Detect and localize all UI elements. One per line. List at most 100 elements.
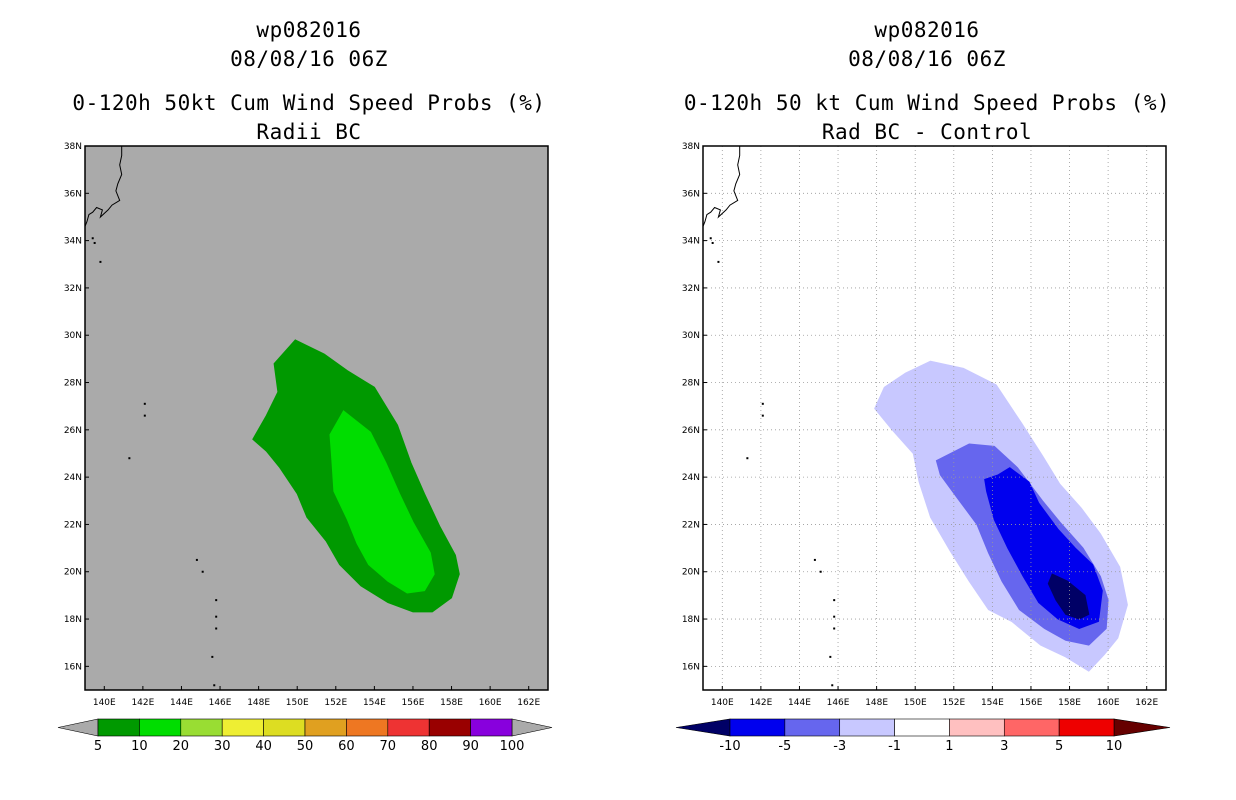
island [213, 684, 216, 687]
product-title: 0-120h 50 kt Cum Wind Speed Probs (%) [683, 91, 1171, 115]
map-content [85, 146, 460, 687]
lat-tick-label: 38N [682, 142, 700, 152]
lat-tick-label: 30N [64, 331, 82, 341]
lon-tick-label: 156E [402, 698, 425, 708]
island [833, 615, 836, 618]
lat-tick-label: 32N [64, 284, 82, 294]
lon-tick-label: 150E [286, 698, 309, 708]
colorbar-label: 40 [255, 739, 272, 754]
colorbar-swatch [894, 718, 950, 737]
map-frame: 140E 142E 144E 146E 148E 150E 152E 154E 156E 158E… [682, 142, 1167, 708]
lat-tick-label: 24N [64, 473, 82, 483]
map-content [703, 146, 1166, 690]
island [819, 570, 822, 573]
colorbar-label: 5 [94, 739, 102, 754]
colorbar-right-arrow [511, 718, 553, 737]
lon-tick-label: 162E [1135, 698, 1158, 708]
colorbar-swatch [180, 718, 223, 737]
colorbar-label: 5 [1055, 739, 1063, 754]
lon-tick-label: 142E [131, 698, 154, 708]
lon-tick-label: 140E [93, 698, 116, 708]
difference-map: 140E 142E 144E 146E 148E 150E 152E 154E 156E 158E… [675, 142, 1171, 754]
colorbar-swatch [470, 718, 513, 737]
product-subtitle: Rad BC - Control [821, 120, 1033, 144]
lat-tick-label: 28N [64, 379, 82, 389]
lat-tick-label: 18N [64, 615, 82, 625]
coastline [703, 146, 741, 227]
colorbar-label: 60 [338, 739, 355, 754]
colorbar-label: -3 [833, 739, 846, 754]
colorbar-swatch [428, 718, 471, 737]
map-border [702, 145, 1167, 691]
lat-tick-label: 20N [64, 568, 82, 578]
colorbar-label: 80 [421, 739, 438, 754]
lon-tick-label: 148E [247, 698, 270, 708]
lon-tick-label: 146E [209, 698, 232, 708]
colorbar: 5 10 20 30 40 50 60 70 80 90 100 [57, 718, 553, 754]
contour-10-20 [329, 410, 435, 594]
lon-tick-label: 150E [904, 698, 927, 708]
lon-tick-label: 158E [440, 698, 463, 708]
storm-id-title: wp082016 [874, 18, 980, 42]
colorbar-label: 90 [462, 739, 479, 754]
lat-tick-label: 34N [682, 237, 700, 247]
colorbar-swatch [949, 718, 1005, 737]
island [709, 237, 712, 240]
island [761, 414, 764, 417]
lat-tick-label: 16N [682, 662, 700, 672]
colorbar-swatch [387, 718, 430, 737]
lon-tick-label: 158E [1058, 698, 1081, 708]
lon-tick-label: 144E [170, 698, 193, 708]
colorbar-label: 1 [945, 739, 953, 754]
colorbar-left-arrow [57, 718, 99, 737]
colorbar-label: -5 [778, 739, 791, 754]
lon-tick-label: 162E [517, 698, 540, 708]
island [211, 655, 214, 658]
lat-tick-label: 26N [682, 426, 700, 436]
island [143, 402, 146, 405]
island [215, 615, 218, 618]
right-panel: wp082016 08/08/16 06Z 0-120h 50 kt Cum W… [618, 0, 1236, 800]
colorbar-swatch [263, 718, 306, 737]
datetime-title: 08/08/16 06Z [848, 47, 1006, 71]
island [813, 558, 816, 561]
colorbar-label: 3 [1000, 739, 1008, 754]
colorbar-swatch [97, 718, 140, 737]
colorbar-label: 10 [131, 739, 148, 754]
colorbar-swatch [139, 718, 182, 737]
lon-tick-label: 146E [827, 698, 850, 708]
lat-tick-label: 18N [682, 615, 700, 625]
colorbar-swatch [304, 718, 347, 737]
colorbar-swatch [839, 718, 895, 737]
lon-tick-label: 142E [749, 698, 772, 708]
lat-tick-label: 26N [64, 426, 82, 436]
island [99, 260, 102, 263]
lon-tick-label: 156E [1020, 698, 1043, 708]
colorbar-swatch [729, 718, 786, 737]
island [711, 241, 714, 244]
island [761, 402, 764, 405]
colorbar-label: 30 [214, 739, 231, 754]
island [833, 599, 836, 602]
left-panel: wp082016 08/08/16 06Z 0-120h 50kt Cum Wi… [57, 18, 553, 754]
colorbar: -10 -5 -3 -1 1 3 5 10 [675, 718, 1171, 754]
island [128, 457, 131, 460]
lon-tick-label: 152E [942, 698, 965, 708]
lat-tick-label: 34N [64, 237, 82, 247]
storm-id-title: wp082016 [256, 18, 362, 42]
map-border [84, 145, 549, 691]
colorbar-right-arrow [1113, 718, 1171, 737]
lat-tick-label: 38N [64, 142, 82, 152]
colorbar-left-arrow [675, 718, 731, 737]
lat-tick-label: 16N [64, 662, 82, 672]
colorbar-label: 20 [173, 739, 190, 754]
lat-tick-label: 20N [682, 568, 700, 578]
lat-tick-label: 22N [64, 520, 82, 530]
island [195, 558, 198, 561]
island [215, 599, 218, 602]
island [746, 457, 749, 460]
colorbar-swatch [1058, 718, 1115, 737]
colorbar-swatch [784, 718, 841, 737]
colorbar-swatch [346, 718, 389, 737]
colorbar-label: 70 [380, 739, 397, 754]
